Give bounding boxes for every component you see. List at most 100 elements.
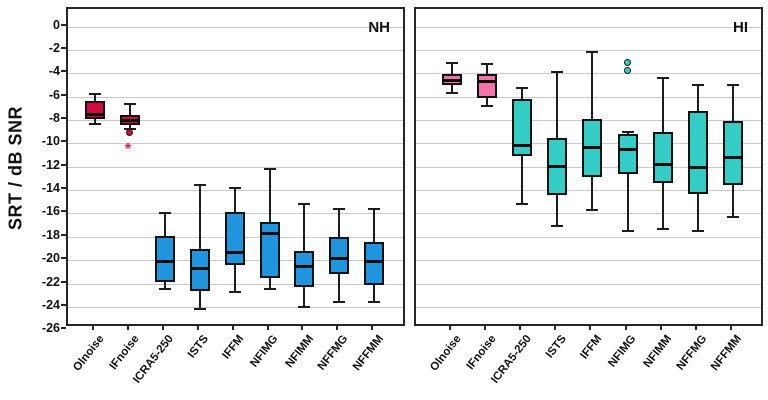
x-axis-tick-mark xyxy=(301,326,304,330)
whisker-cap-top xyxy=(516,87,529,90)
gridline xyxy=(416,96,761,98)
y-axis-tick-mark xyxy=(61,70,66,73)
gridline xyxy=(416,190,761,192)
y-axis-tick-mark xyxy=(61,93,66,96)
x-axis-category-label: ISTS xyxy=(185,333,212,361)
x-axis-tick-mark xyxy=(484,326,487,330)
y-axis-tick-mark xyxy=(61,187,66,190)
y-axis-tick-label: 0 xyxy=(53,17,60,32)
whisker-cap-top xyxy=(481,62,494,65)
x-axis-tick-mark xyxy=(554,326,557,330)
whisker-cap-bottom xyxy=(263,288,276,291)
x-axis-category-label: Olnoise xyxy=(71,333,107,374)
y-axis-tick-mark xyxy=(61,163,66,166)
box-ists xyxy=(547,137,568,195)
x-axis-category-label: NFIMM xyxy=(283,333,316,371)
gridline xyxy=(68,49,403,51)
whisker-cap-bottom xyxy=(481,104,494,107)
y-axis-tick-label: -6 xyxy=(48,87,60,102)
x-axis-category-label: ISTS xyxy=(543,333,569,361)
x-axis-tick-mark xyxy=(729,326,732,330)
y-axis-tick-mark xyxy=(61,257,66,260)
y-axis-tick-label: -18 xyxy=(41,227,60,242)
whisker-cap-bottom xyxy=(123,128,136,131)
box-ifnoise xyxy=(477,74,498,98)
median-line xyxy=(121,119,138,122)
box-olnoise xyxy=(442,74,462,85)
whisker-cap-top xyxy=(621,130,634,133)
whisker-cap-top xyxy=(89,93,101,96)
whisker-cap-bottom xyxy=(298,305,311,308)
gridline xyxy=(68,26,403,28)
median-line xyxy=(444,79,460,83)
gridline xyxy=(416,26,761,28)
y-axis-tick-mark xyxy=(61,23,66,26)
y-axis-tick-mark xyxy=(61,303,66,306)
panel-label-hi: HI xyxy=(733,19,748,36)
box-nfimg xyxy=(617,134,638,174)
whisker-cap-bottom xyxy=(516,203,529,206)
outlier-point xyxy=(126,129,134,137)
median-line xyxy=(296,265,313,269)
whisker-cap-bottom xyxy=(228,290,241,293)
whisker-stem xyxy=(198,185,201,310)
box-nfimg xyxy=(259,221,280,278)
y-axis-tick-label: -16 xyxy=(41,204,60,219)
whisker-cap-top xyxy=(726,83,739,86)
x-axis-tick-mark xyxy=(161,326,164,330)
x-axis-tick-mark xyxy=(266,326,269,330)
whisker-cap-bottom xyxy=(691,230,704,232)
whisker-cap-bottom xyxy=(726,215,739,218)
x-axis-category-label: IFnoise xyxy=(107,333,142,373)
x-axis-tick-mark xyxy=(126,326,129,330)
box-iffm xyxy=(582,118,603,178)
box-nffmm xyxy=(722,121,743,186)
whisker-cap-top xyxy=(551,71,564,74)
median-line xyxy=(366,260,383,264)
panel-nh: NH * xyxy=(66,7,405,326)
median-line xyxy=(87,113,103,117)
x-axis-category-label: NFFMG xyxy=(674,333,710,373)
whisker-cap-top xyxy=(158,212,171,215)
gridline xyxy=(68,120,403,121)
x-axis-tick-mark xyxy=(694,326,697,330)
x-axis-category-label: NFIMG xyxy=(248,333,281,370)
median-line xyxy=(226,251,243,255)
whisker-cap-bottom xyxy=(656,227,669,230)
y-axis-tick-label: -26 xyxy=(41,321,60,336)
y-axis-tick-mark xyxy=(61,117,66,119)
whisker-cap-bottom xyxy=(89,122,101,125)
box-nfimm xyxy=(652,131,673,184)
whisker-cap-top xyxy=(586,51,599,54)
whisker-cap-top xyxy=(691,83,704,86)
median-line xyxy=(584,145,601,149)
whisker-cap-bottom xyxy=(333,301,346,304)
gridline xyxy=(416,283,761,285)
x-axis-category-label: IFFM xyxy=(577,333,604,362)
gridline xyxy=(68,96,403,98)
gridline xyxy=(416,213,761,215)
y-axis-tick-mark xyxy=(61,233,66,236)
y-axis-tick-label: -8 xyxy=(48,111,60,125)
box-ists xyxy=(189,248,210,291)
gridline xyxy=(416,260,761,262)
y-axis-tick-mark xyxy=(61,46,66,49)
x-axis-category-label: NFIMM xyxy=(641,333,675,371)
box-nffmg xyxy=(687,110,708,194)
whisker-cap-top xyxy=(263,168,276,171)
x-axis-tick-mark xyxy=(231,326,234,330)
outlier-point xyxy=(624,59,631,67)
x-axis-category-label: Olnoise xyxy=(428,333,464,374)
median-line xyxy=(479,80,496,84)
x-axis-category-label: IFFM xyxy=(220,333,247,362)
whisker-cap-top xyxy=(298,203,311,206)
y-axis-tick-mark xyxy=(61,140,66,143)
y-axis-tick-label: -20 xyxy=(41,251,60,266)
y-axis-tick-label: -24 xyxy=(41,297,60,312)
x-axis-category-label: NFIMG xyxy=(606,333,639,370)
box-iffm xyxy=(224,212,245,265)
gridline xyxy=(68,166,403,168)
median-line xyxy=(331,256,348,260)
x-axis-category-label: NFFMM xyxy=(350,333,386,374)
median-line xyxy=(191,267,208,271)
